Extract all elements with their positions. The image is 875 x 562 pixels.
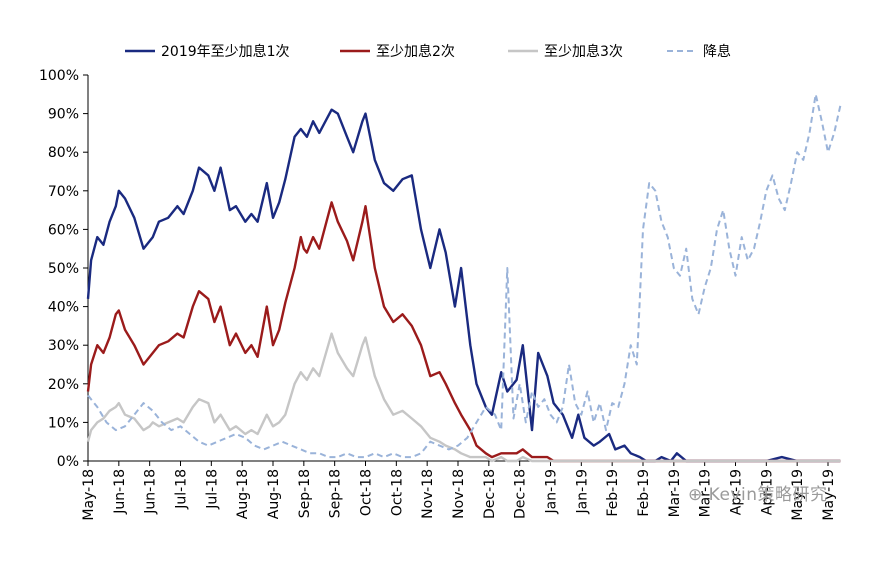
y-tick-label: 100% bbox=[39, 68, 79, 84]
watermark-text: Kevin策略研究 bbox=[708, 485, 828, 505]
x-tick-label: Apr-19 bbox=[729, 469, 745, 515]
legend-label: 2019年至少加息1次 bbox=[161, 43, 290, 60]
y-tick-label: 20% bbox=[48, 377, 79, 393]
x-tick-label: Oct-18 bbox=[359, 469, 375, 516]
x-tick-label: Dec-18 bbox=[482, 469, 498, 519]
y-tick-label: 30% bbox=[48, 338, 79, 354]
x-tick-label: Mar-19 bbox=[667, 469, 683, 517]
y-tick-label: 10% bbox=[48, 415, 79, 431]
y-tick-label: 40% bbox=[48, 300, 79, 316]
legend: 2019年至少加息1次 至少加息2次 至少加息3次 降息 bbox=[125, 43, 731, 60]
x-tick-label: May-19 bbox=[821, 469, 837, 521]
legend-label: 至少加息3次 bbox=[544, 43, 623, 60]
x-tick-label: Aug-18 bbox=[235, 469, 251, 519]
x-tick-label: Aug-18 bbox=[266, 469, 282, 519]
x-tick-label: Feb-19 bbox=[636, 469, 652, 517]
x-tick-label: Mar-19 bbox=[698, 469, 714, 517]
y-tick-label: 60% bbox=[48, 222, 79, 238]
watermark: ⊕ Kevin策略研究 bbox=[688, 480, 827, 505]
x-tick-label: Jun-18 bbox=[143, 469, 159, 515]
x-tick-label: Sep-18 bbox=[328, 469, 344, 518]
y-tick-label: 90% bbox=[48, 107, 79, 123]
legend-label: 至少加息2次 bbox=[376, 43, 455, 60]
series-line bbox=[87, 93, 842, 459]
x-tick-label: Jun-18 bbox=[112, 469, 128, 515]
x-tick-label: Nov-18 bbox=[451, 469, 467, 519]
y-tick-label: 80% bbox=[48, 145, 79, 161]
x-tick-label: Feb-19 bbox=[605, 469, 621, 517]
x-tick-label: Jan-19 bbox=[544, 469, 560, 514]
wechat-icon: ⊕ bbox=[688, 485, 703, 505]
x-tick-label: Nov-18 bbox=[420, 469, 436, 519]
x-tick-label: Dec-18 bbox=[513, 469, 529, 519]
x-tick-label: Jan-19 bbox=[574, 469, 590, 514]
x-tick-label: Sep-18 bbox=[297, 469, 313, 518]
legend-label: 降息 bbox=[703, 43, 731, 60]
y-tick-label: 0% bbox=[57, 454, 79, 470]
x-tick-label: May-19 bbox=[790, 469, 806, 521]
y-tick-label: 70% bbox=[48, 184, 79, 200]
series-line bbox=[86, 332, 841, 463]
series-lines bbox=[86, 93, 842, 463]
y-tick-label: 50% bbox=[48, 261, 79, 277]
x-tick-label: Apr-19 bbox=[759, 469, 775, 515]
x-tick-label: Jul-18 bbox=[204, 469, 220, 510]
x-tick-label: Jul-18 bbox=[174, 469, 190, 510]
series-line bbox=[86, 108, 841, 463]
x-tick-label: May-18 bbox=[81, 469, 97, 521]
axes: 0% 10% 20% 30% 40% 50% 60% 70% 80% 90% 100% May-18 J… bbox=[39, 68, 837, 521]
series-line bbox=[86, 201, 841, 463]
x-tick-label: Oct-18 bbox=[389, 469, 405, 516]
